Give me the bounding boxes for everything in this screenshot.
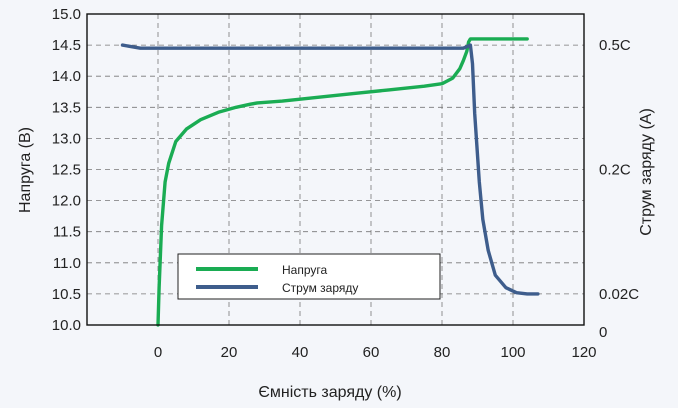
x-tick-label: 120 [571,344,596,361]
y-tick-label: 12.0 [52,193,81,210]
series-line-voltage [156,37,529,327]
legend-label-current: Струм заряду [282,281,358,295]
x-tick-label: 80 [434,344,451,361]
y-tick-label: 10.0 [52,317,81,334]
y-right-tick-label: 0.02C [599,286,639,303]
y-right-tick-label: 0.2C [599,162,631,179]
grid-lines [87,14,584,325]
legend: Напруга Струм заряду [177,253,441,300]
y-tick-label: 12.5 [52,162,81,179]
legend-box [177,253,441,300]
tick-labels: 0 20 40 60 80 100 120 10.0 10.5 11.0 11.5 12.0 12.5 1… [52,6,639,361]
y-tick-label: 15.0 [52,6,81,23]
y-right-tick-label: 0 [599,324,607,341]
y-right-axis-title: Струм заряду (А) [638,108,655,236]
y-tick-label: 10.5 [52,286,81,303]
series-lines [120,37,540,327]
y-axis-title: Напруга (В) [17,127,34,213]
y-tick-label: 14.5 [52,37,81,54]
plot-frame [86,13,585,326]
x-tick-label: 40 [292,344,309,361]
x-tick-label: 0 [154,344,162,361]
y-tick-label: 13.5 [52,99,81,116]
y-tick-label: 14.0 [52,68,81,85]
x-axis-title: Ємність заряду (%) [258,384,401,401]
y-tick-label: 11.5 [53,224,81,241]
y-tick-label: 13.0 [52,130,81,147]
legend-label-voltage: Напруга [282,263,327,277]
y-tick-label: 11.0 [53,255,81,272]
x-tick-label: 60 [363,344,380,361]
x-tick-label: 20 [221,344,238,361]
y-right-tick-label: 0.5C [599,37,631,54]
series-line-current [120,43,540,296]
x-tick-label: 100 [500,344,525,361]
